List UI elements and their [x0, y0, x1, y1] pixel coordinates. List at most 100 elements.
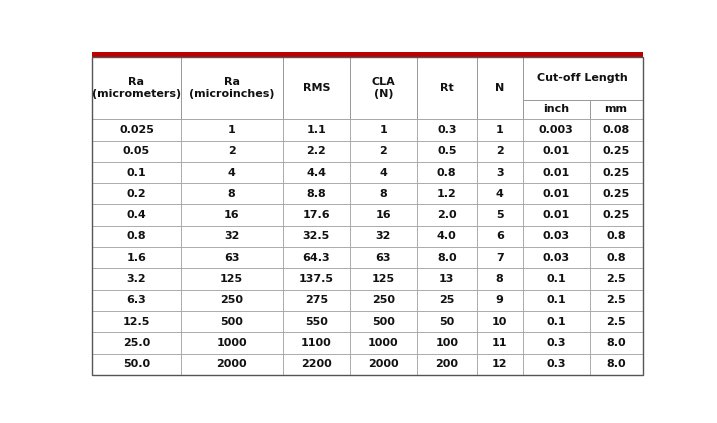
Text: 2.5: 2.5	[607, 316, 626, 327]
Bar	[417, 140, 477, 162]
Text: 0.1: 0.1	[546, 274, 566, 284]
Bar	[477, 226, 523, 247]
Text: 1.1: 1.1	[306, 125, 326, 135]
Text: 275: 275	[305, 295, 328, 305]
Bar	[92, 183, 181, 204]
Bar	[523, 204, 589, 226]
Bar	[92, 57, 181, 119]
Text: 11: 11	[492, 338, 508, 348]
Bar	[417, 290, 477, 311]
Text: 0.3: 0.3	[546, 338, 566, 348]
Text: 25.0: 25.0	[123, 338, 150, 348]
Bar	[477, 354, 523, 375]
Bar	[282, 332, 350, 354]
Bar	[589, 226, 642, 247]
Bar	[282, 247, 350, 268]
Bar	[523, 332, 589, 354]
Text: 0.1: 0.1	[546, 316, 566, 327]
Text: 10: 10	[492, 316, 508, 327]
Bar	[350, 290, 417, 311]
Text: 100: 100	[435, 338, 458, 348]
Bar	[589, 311, 642, 332]
Bar	[477, 268, 523, 290]
Bar	[523, 226, 589, 247]
Text: 4: 4	[495, 189, 503, 199]
Text: 2000: 2000	[368, 359, 399, 369]
Bar	[523, 119, 589, 140]
Bar	[181, 119, 282, 140]
Bar	[92, 162, 181, 183]
Text: 0.01: 0.01	[543, 146, 570, 156]
Text: 1: 1	[496, 125, 503, 135]
Text: 125: 125	[220, 274, 243, 284]
Text: 0.03: 0.03	[543, 231, 570, 242]
Bar	[477, 290, 523, 311]
Text: 137.5: 137.5	[299, 274, 334, 284]
Text: 0.8: 0.8	[607, 231, 626, 242]
Text: 500: 500	[220, 316, 243, 327]
Text: 7: 7	[496, 253, 503, 263]
Bar	[92, 247, 181, 268]
Text: 8: 8	[496, 274, 503, 284]
Bar	[589, 162, 642, 183]
Text: 64.3: 64.3	[303, 253, 330, 263]
Text: 2.0: 2.0	[437, 210, 457, 220]
Text: RMS: RMS	[303, 83, 330, 93]
Text: 3.2: 3.2	[127, 274, 146, 284]
Bar	[477, 57, 523, 119]
Bar	[417, 247, 477, 268]
Text: 0.8: 0.8	[437, 168, 457, 178]
Bar	[282, 226, 350, 247]
Bar	[350, 226, 417, 247]
Text: 125: 125	[372, 274, 395, 284]
Bar	[417, 354, 477, 375]
Bar	[282, 268, 350, 290]
Bar	[350, 57, 417, 119]
Bar	[523, 247, 589, 268]
Bar	[477, 332, 523, 354]
Text: Ra
(microinches): Ra (microinches)	[189, 77, 275, 99]
Bar	[589, 204, 642, 226]
Text: 200: 200	[435, 359, 458, 369]
Text: 0.25: 0.25	[602, 189, 630, 199]
Text: 4: 4	[379, 168, 387, 178]
Bar	[181, 204, 282, 226]
Bar	[181, 57, 282, 119]
Bar	[181, 290, 282, 311]
Bar	[417, 162, 477, 183]
Bar	[589, 119, 642, 140]
Text: 0.4: 0.4	[127, 210, 146, 220]
Text: 0.3: 0.3	[437, 125, 457, 135]
Text: 1000: 1000	[368, 338, 399, 348]
Text: 1: 1	[379, 125, 387, 135]
Bar	[350, 354, 417, 375]
Bar	[477, 140, 523, 162]
Bar	[282, 311, 350, 332]
Bar	[350, 204, 417, 226]
Bar	[350, 140, 417, 162]
Bar	[92, 290, 181, 311]
Text: 12.5: 12.5	[123, 316, 150, 327]
Bar	[181, 354, 282, 375]
Text: 3: 3	[496, 168, 503, 178]
Bar	[477, 162, 523, 183]
Bar	[589, 332, 642, 354]
Text: 0.25: 0.25	[602, 146, 630, 156]
Text: Ra
(micrometers): Ra (micrometers)	[92, 77, 181, 99]
Text: 2200: 2200	[301, 359, 332, 369]
Text: 0.2: 0.2	[127, 189, 146, 199]
Text: 0.01: 0.01	[543, 189, 570, 199]
Bar	[181, 162, 282, 183]
Bar	[589, 354, 642, 375]
Text: inch: inch	[543, 104, 569, 115]
Bar	[417, 332, 477, 354]
Bar	[417, 226, 477, 247]
Bar	[92, 311, 181, 332]
Text: 8.0: 8.0	[607, 359, 626, 369]
Bar	[523, 57, 642, 99]
Bar	[92, 268, 181, 290]
Text: 2: 2	[228, 146, 236, 156]
Bar	[523, 162, 589, 183]
Text: 250: 250	[220, 295, 243, 305]
Text: 2: 2	[379, 146, 387, 156]
